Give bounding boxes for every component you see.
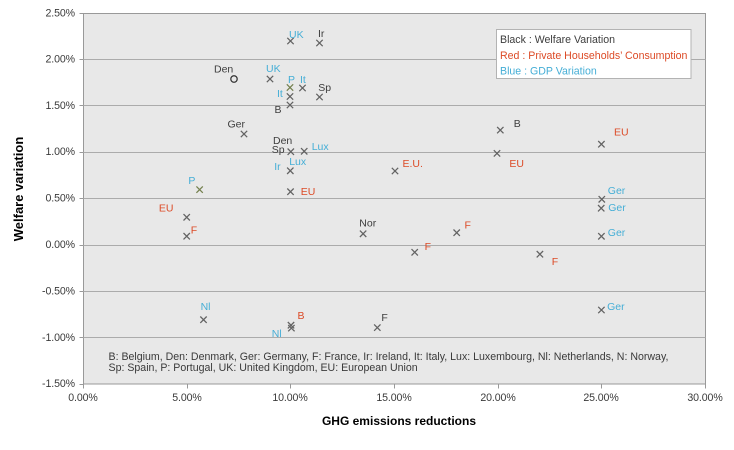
svg-text:Black : Welfare Variation: Black : Welfare Variation (500, 34, 615, 46)
svg-text:UK: UK (266, 63, 281, 75)
svg-text:Ger: Ger (608, 185, 626, 197)
svg-text:B: B (275, 104, 282, 116)
svg-text:5.00%: 5.00% (172, 392, 202, 404)
svg-text:B: Belgium, Den: Denmark, Ger:: B: Belgium, Den: Denmark, Ger: Germany, … (109, 351, 669, 363)
svg-text:Lux: Lux (312, 141, 330, 153)
svg-text:P: P (288, 74, 295, 86)
svg-text:2.00%: 2.00% (45, 54, 75, 66)
svg-text:F: F (552, 256, 558, 268)
svg-text:F: F (425, 241, 431, 253)
svg-text:30.00%: 30.00% (687, 392, 723, 404)
svg-text:0.00%: 0.00% (45, 239, 75, 251)
svg-text:E.U.: E.U. (403, 158, 423, 170)
svg-text:B: B (298, 310, 305, 322)
svg-text:Sp: Spain, P: Portugal, UK: Un: Sp: Spain, P: Portugal, UK: United Kingd… (109, 362, 418, 374)
svg-text:EU: EU (509, 158, 524, 170)
svg-text:Ger: Ger (607, 301, 625, 313)
svg-text:Ir: Ir (318, 28, 325, 40)
svg-text:It: It (300, 74, 306, 86)
svg-text:2.50%: 2.50% (45, 8, 75, 20)
svg-text:Red : Private Households’ Cons: Red : Private Households’ Consumption (500, 50, 688, 62)
svg-text:10.00%: 10.00% (272, 392, 308, 404)
svg-text:GHG emissions reductions: GHG emissions reductions (322, 414, 476, 428)
svg-text:0.00%: 0.00% (68, 392, 98, 404)
svg-text:It: It (277, 88, 283, 100)
svg-text:B: B (514, 118, 521, 130)
svg-text:F: F (465, 220, 471, 232)
svg-text:F: F (381, 312, 387, 324)
svg-text:Sp: Sp (272, 144, 285, 156)
svg-text:Nl: Nl (201, 301, 211, 313)
svg-text:0.50%: 0.50% (45, 193, 75, 205)
svg-text:Nor: Nor (359, 217, 376, 229)
svg-text:-0.50%: -0.50% (42, 286, 76, 298)
svg-text:-1.50%: -1.50% (42, 378, 76, 390)
svg-text:Den: Den (273, 135, 292, 147)
svg-text:F: F (191, 224, 197, 236)
svg-text:UK: UK (289, 29, 304, 41)
svg-text:P: P (188, 175, 195, 187)
svg-text:Nl: Nl (272, 328, 282, 340)
svg-text:Ger: Ger (608, 227, 626, 239)
svg-text:Ger: Ger (608, 202, 626, 214)
svg-text:Lux: Lux (289, 156, 307, 168)
svg-text:1.00%: 1.00% (45, 146, 75, 158)
svg-text:Sp: Sp (318, 82, 331, 94)
svg-text:-1.00%: -1.00% (42, 332, 76, 344)
svg-text:20.00%: 20.00% (480, 392, 516, 404)
svg-text:EU: EU (159, 203, 174, 215)
svg-text:Blue : GDP Variation: Blue : GDP Variation (500, 66, 597, 78)
svg-text:15.00%: 15.00% (376, 392, 412, 404)
svg-text:EU: EU (301, 186, 316, 198)
svg-text:EU: EU (614, 127, 629, 139)
svg-text:Welfare variation: Welfare variation (11, 137, 26, 242)
svg-text:1.50%: 1.50% (45, 100, 75, 112)
svg-text:Ir: Ir (274, 161, 281, 173)
svg-text:Ger: Ger (228, 119, 246, 131)
svg-text:Den: Den (214, 64, 233, 76)
svg-text:25.00%: 25.00% (583, 392, 619, 404)
